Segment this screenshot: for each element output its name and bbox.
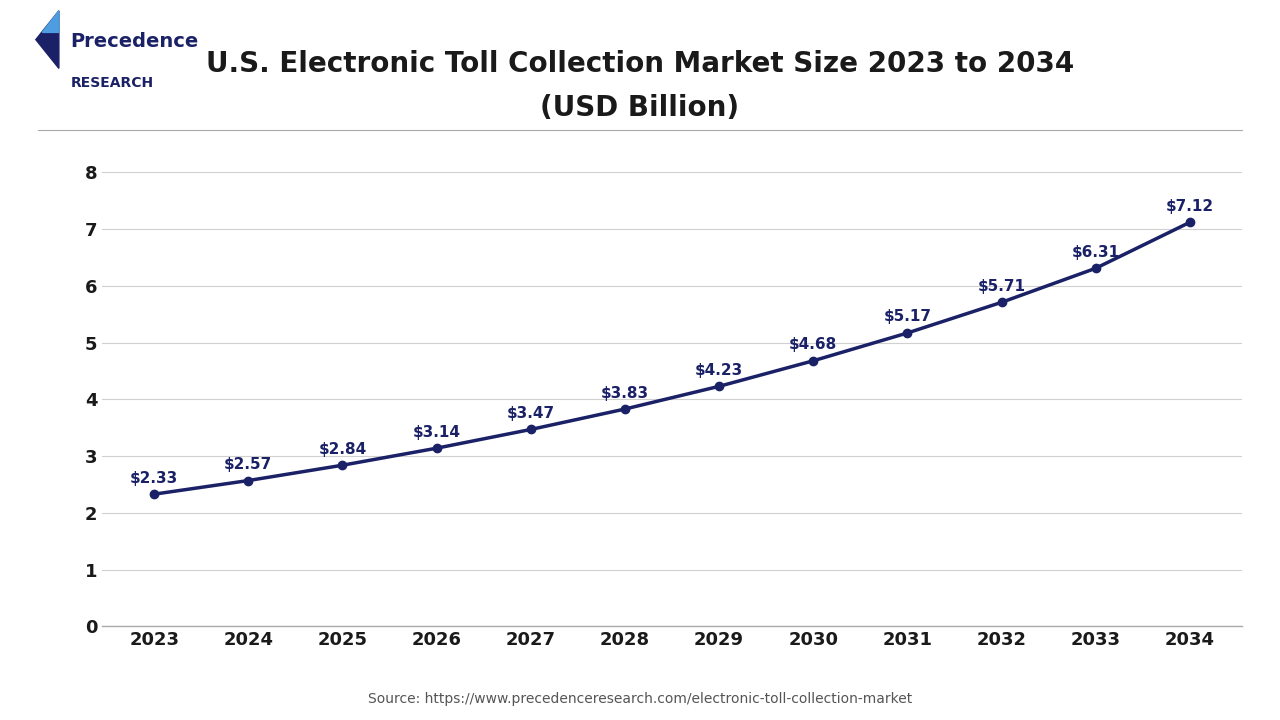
Text: $3.14: $3.14 (412, 425, 461, 440)
Text: Source: https://www.precedenceresearch.com/electronic-toll-collection-market: Source: https://www.precedenceresearch.c… (367, 692, 913, 706)
Text: $4.68: $4.68 (788, 337, 837, 352)
Text: Precedence: Precedence (70, 32, 198, 51)
Text: $5.71: $5.71 (978, 279, 1025, 294)
Text: $2.84: $2.84 (319, 441, 366, 456)
Text: U.S. Electronic Toll Collection Market Size 2023 to 2034: U.S. Electronic Toll Collection Market S… (206, 50, 1074, 78)
Text: $6.31: $6.31 (1071, 245, 1120, 260)
Text: $5.17: $5.17 (883, 310, 932, 325)
Text: $2.33: $2.33 (131, 471, 178, 486)
Text: RESEARCH: RESEARCH (70, 76, 154, 89)
Text: $2.57: $2.57 (224, 457, 273, 472)
Text: $3.47: $3.47 (507, 406, 554, 421)
Text: (USD Billion): (USD Billion) (540, 94, 740, 122)
Text: $4.23: $4.23 (695, 363, 744, 378)
Text: $7.12: $7.12 (1166, 199, 1213, 214)
Text: $3.83: $3.83 (600, 385, 649, 400)
